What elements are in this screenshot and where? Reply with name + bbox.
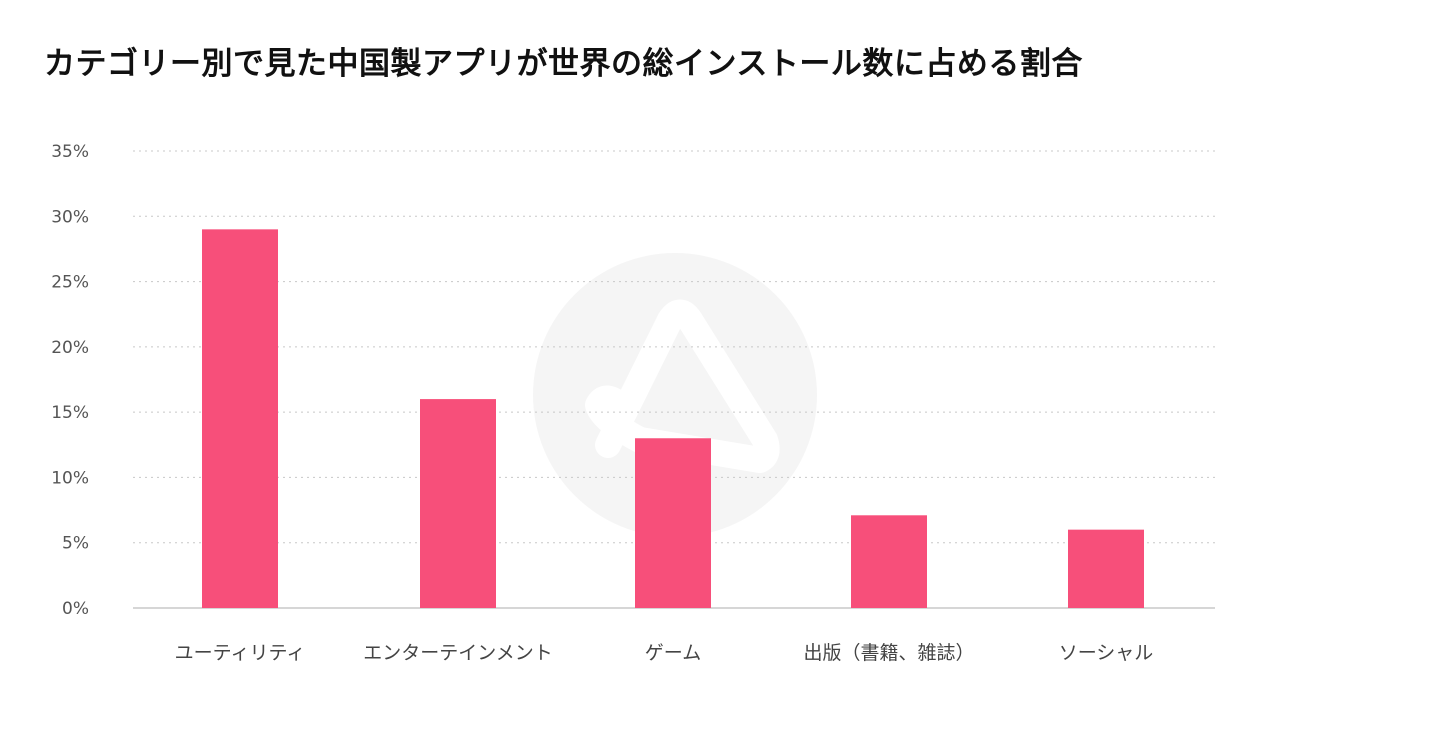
x-category-label: 出版（書籍、雑誌） — [803, 642, 974, 664]
chart-title: カテゴリー別で見た中国製アプリが世界の総インストール数に占める割合 — [44, 46, 1083, 82]
x-category-label: ソーシャル — [1059, 642, 1154, 664]
y-tick-label: 30% — [51, 207, 89, 227]
y-tick-label: 20% — [51, 338, 89, 358]
y-tick-label: 15% — [51, 403, 89, 423]
bar — [202, 229, 278, 609]
bar — [635, 438, 711, 608]
y-tick-label: 35% — [51, 142, 89, 162]
bar — [1068, 529, 1144, 608]
y-tick-label: 10% — [51, 468, 89, 488]
bar — [420, 399, 496, 608]
x-category-label: ゲーム — [645, 642, 701, 664]
y-tick-label: 0% — [62, 599, 89, 619]
x-category-label: エンターテインメント — [363, 642, 552, 664]
appmagic-logo-icon — [533, 253, 817, 537]
y-tick-label: 25% — [51, 273, 89, 293]
x-category-label: ユーティリティ — [175, 642, 306, 664]
y-tick-label: 5% — [62, 534, 89, 554]
bar — [851, 515, 927, 608]
